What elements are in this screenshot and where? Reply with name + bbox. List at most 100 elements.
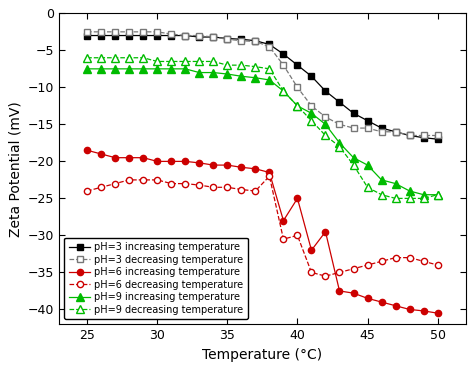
- pH=9 decreasing temperature: [196, 59, 202, 64]
- pH=3 increasing temperature: [435, 137, 440, 141]
- pH=6 decreasing temperature: [84, 189, 90, 193]
- pH=6 increasing temperature: [182, 159, 188, 164]
- pH=6 decreasing temperature: [309, 270, 314, 275]
- pH=6 decreasing temperature: [435, 263, 440, 267]
- pH=3 increasing temperature: [155, 33, 160, 38]
- pH=9 decreasing temperature: [168, 59, 174, 64]
- pH=6 increasing temperature: [393, 303, 399, 308]
- pH=6 decreasing temperature: [253, 189, 258, 193]
- pH=9 increasing temperature: [309, 111, 314, 115]
- Line: pH=9 increasing temperature: pH=9 increasing temperature: [83, 65, 441, 199]
- pH=6 decreasing temperature: [196, 183, 202, 187]
- pH=6 decreasing temperature: [407, 255, 412, 260]
- pH=6 increasing temperature: [379, 300, 384, 304]
- pH=9 increasing temperature: [379, 178, 384, 182]
- pH=6 increasing temperature: [281, 218, 286, 223]
- pH=3 increasing temperature: [225, 36, 230, 41]
- pH=3 decreasing temperature: [84, 30, 90, 34]
- pH=3 increasing temperature: [351, 111, 356, 115]
- pH=9 increasing temperature: [407, 189, 412, 193]
- Legend: pH=3 increasing temperature, pH=3 decreasing temperature, pH=6 increasing temper: pH=3 increasing temperature, pH=3 decrea…: [64, 238, 248, 319]
- pH=6 decreasing temperature: [98, 185, 104, 189]
- pH=3 decreasing temperature: [323, 115, 328, 119]
- pH=9 decreasing temperature: [351, 163, 356, 167]
- pH=3 increasing temperature: [337, 100, 342, 104]
- pH=6 increasing temperature: [337, 289, 342, 293]
- pH=3 increasing temperature: [253, 38, 258, 43]
- pH=3 increasing temperature: [238, 37, 244, 41]
- pH=9 decreasing temperature: [407, 196, 412, 201]
- pH=6 increasing temperature: [407, 307, 412, 312]
- pH=6 increasing temperature: [323, 229, 328, 234]
- pH=3 increasing temperature: [112, 33, 118, 38]
- pH=3 decreasing temperature: [112, 30, 118, 34]
- pH=6 increasing temperature: [295, 196, 301, 201]
- Line: pH=6 increasing temperature: pH=6 increasing temperature: [84, 147, 441, 316]
- pH=3 increasing temperature: [84, 33, 90, 38]
- pH=3 decreasing temperature: [407, 133, 412, 138]
- pH=3 increasing temperature: [309, 74, 314, 78]
- pH=3 decreasing temperature: [253, 39, 258, 44]
- pH=3 increasing temperature: [295, 63, 301, 67]
- pH=6 increasing temperature: [266, 170, 272, 175]
- pH=9 decreasing temperature: [266, 67, 272, 71]
- pH=3 increasing temperature: [140, 33, 146, 38]
- pH=3 increasing temperature: [168, 33, 174, 38]
- pH=9 decreasing temperature: [309, 118, 314, 123]
- pH=9 decreasing temperature: [295, 104, 301, 108]
- Line: pH=6 decreasing temperature: pH=6 decreasing temperature: [84, 173, 441, 279]
- pH=6 increasing temperature: [351, 291, 356, 295]
- pH=3 decreasing temperature: [351, 126, 356, 130]
- pH=6 decreasing temperature: [210, 185, 216, 189]
- pH=3 increasing temperature: [323, 89, 328, 93]
- pH=9 increasing temperature: [168, 67, 174, 71]
- pH=3 decreasing temperature: [127, 30, 132, 34]
- pH=9 increasing temperature: [112, 67, 118, 71]
- pH=3 increasing temperature: [182, 33, 188, 38]
- pH=3 decreasing temperature: [196, 33, 202, 38]
- pH=6 decreasing temperature: [182, 181, 188, 186]
- pH=9 increasing temperature: [84, 67, 90, 71]
- pH=6 increasing temperature: [435, 311, 440, 315]
- pH=9 increasing temperature: [266, 78, 272, 82]
- pH=3 increasing temperature: [98, 33, 104, 38]
- pH=9 increasing temperature: [323, 122, 328, 127]
- pH=9 increasing temperature: [435, 192, 440, 197]
- pH=9 decreasing temperature: [127, 56, 132, 60]
- pH=6 increasing temperature: [309, 248, 314, 252]
- pH=6 decreasing temperature: [379, 259, 384, 263]
- pH=9 decreasing temperature: [140, 56, 146, 60]
- pH=9 increasing temperature: [238, 74, 244, 78]
- pH=3 increasing temperature: [210, 35, 216, 39]
- pH=9 increasing temperature: [253, 75, 258, 80]
- pH=9 increasing temperature: [421, 192, 427, 197]
- pH=3 decreasing temperature: [238, 38, 244, 43]
- pH=6 decreasing temperature: [266, 174, 272, 178]
- pH=6 decreasing temperature: [127, 178, 132, 182]
- pH=3 decreasing temperature: [98, 30, 104, 34]
- pH=3 decreasing temperature: [155, 30, 160, 34]
- pH=9 decreasing temperature: [155, 59, 160, 64]
- pH=3 decreasing temperature: [365, 126, 370, 130]
- pH=6 decreasing temperature: [295, 233, 301, 238]
- pH=3 decreasing temperature: [182, 33, 188, 38]
- pH=9 increasing temperature: [337, 141, 342, 145]
- pH=9 increasing temperature: [140, 67, 146, 71]
- Y-axis label: Zeta Potential (mV): Zeta Potential (mV): [9, 101, 22, 237]
- pH=6 decreasing temperature: [323, 274, 328, 278]
- pH=9 increasing temperature: [281, 89, 286, 93]
- pH=6 decreasing temperature: [351, 266, 356, 271]
- pH=9 decreasing temperature: [393, 196, 399, 201]
- pH=3 decreasing temperature: [225, 37, 230, 41]
- Line: pH=3 decreasing temperature: pH=3 decreasing temperature: [84, 29, 441, 139]
- pH=9 increasing temperature: [98, 67, 104, 71]
- pH=3 decreasing temperature: [140, 30, 146, 34]
- pH=6 decreasing temperature: [365, 263, 370, 267]
- pH=9 increasing temperature: [225, 72, 230, 76]
- pH=6 increasing temperature: [168, 159, 174, 164]
- pH=9 decreasing temperature: [337, 144, 342, 149]
- pH=6 increasing temperature: [98, 152, 104, 156]
- pH=3 increasing temperature: [365, 118, 370, 123]
- pH=9 increasing temperature: [155, 67, 160, 71]
- pH=9 decreasing temperature: [323, 133, 328, 138]
